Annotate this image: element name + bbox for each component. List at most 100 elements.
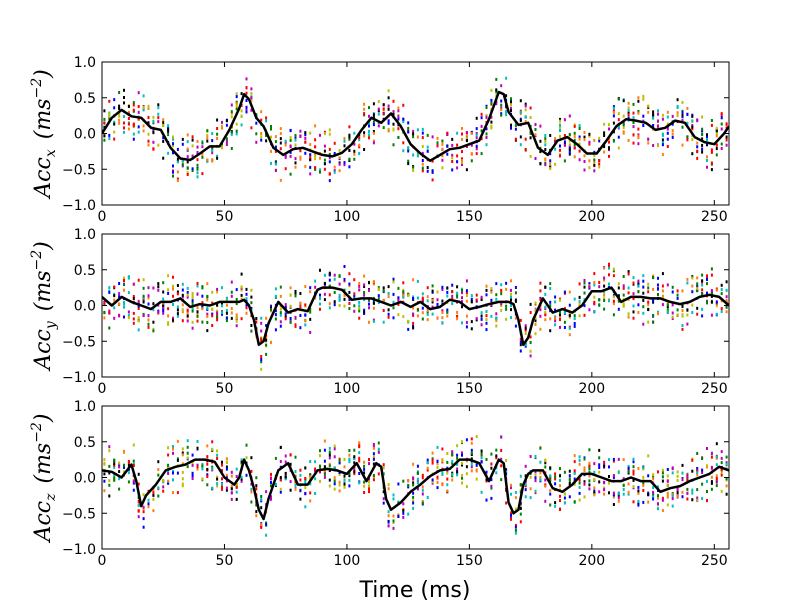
trial-point (245, 311, 248, 315)
trial-point (622, 458, 625, 462)
trial-point (348, 471, 351, 475)
trial-point (304, 151, 307, 155)
trial-point (323, 144, 326, 148)
trial-point (127, 127, 130, 131)
trial-point (456, 473, 459, 477)
trial-point (431, 284, 434, 288)
trial-point (323, 292, 326, 296)
trial-point (549, 159, 552, 163)
trial-point (152, 115, 155, 119)
trial-point (470, 469, 473, 473)
trial-point (191, 293, 194, 297)
trial-point (612, 503, 615, 506)
trial-point (657, 312, 659, 315)
trial-point (426, 458, 429, 462)
trial-point (137, 307, 140, 310)
trial-point (230, 474, 233, 478)
trial-point (299, 149, 302, 153)
trial-point (451, 302, 454, 306)
trial-point (216, 482, 219, 486)
trial-point (260, 316, 263, 320)
trial-point (421, 306, 424, 310)
trial-point (559, 119, 561, 123)
trial-point (270, 484, 272, 488)
trial-point (416, 151, 419, 155)
trial-point (284, 167, 287, 171)
trial-point (338, 274, 341, 278)
trial-point (201, 477, 204, 481)
trial-point (377, 109, 380, 113)
trial-point (475, 136, 478, 140)
trial-point (137, 110, 140, 114)
trial-point (593, 470, 596, 474)
trial-point (201, 467, 204, 471)
trial-point (397, 115, 400, 119)
trial-point (720, 147, 723, 150)
trial-point (510, 100, 512, 104)
trial-point (519, 483, 522, 487)
trial-point (436, 298, 439, 302)
trial-point (657, 507, 659, 511)
trial-point (475, 132, 478, 135)
trial-point (157, 460, 160, 464)
trial-point (436, 481, 439, 484)
trial-point (701, 307, 704, 311)
trial-point (603, 307, 606, 311)
trial-point (186, 291, 189, 294)
trial-point (113, 294, 116, 298)
trial-point (490, 484, 493, 488)
trial-point (559, 316, 561, 320)
trial-point (412, 306, 415, 310)
trial-point (279, 313, 282, 317)
trial-point (103, 462, 106, 466)
trial-point (598, 480, 601, 484)
trial-point (407, 479, 410, 482)
trial-point (426, 299, 429, 303)
trial-point (103, 109, 106, 113)
trial-point (250, 306, 253, 310)
trial-point (392, 306, 395, 310)
trial-point (612, 459, 615, 463)
trial-point (524, 137, 527, 141)
trial-point (622, 304, 625, 308)
trial-point (348, 272, 351, 276)
trial-point (465, 279, 468, 283)
trial-point (661, 289, 664, 293)
trial-point (186, 173, 189, 176)
trial-point (407, 162, 410, 166)
trial-point (372, 139, 375, 143)
trial-point (539, 281, 542, 285)
trial-point (240, 317, 243, 321)
y-label-subscript: z (43, 493, 59, 502)
trial-point (456, 310, 459, 314)
trial-point (348, 125, 351, 129)
trial-point (603, 278, 606, 282)
trial-point (647, 308, 650, 312)
trial-point (216, 136, 219, 140)
trial-point (407, 146, 410, 150)
trial-point (632, 310, 635, 314)
trial-point (387, 104, 390, 108)
trial-point (696, 473, 699, 477)
trial-point (451, 168, 454, 172)
trial-point (314, 467, 317, 471)
trial-point (529, 487, 532, 491)
trial-point (377, 124, 380, 128)
trial-point (368, 484, 370, 488)
trial-point (490, 101, 493, 105)
trial-point (328, 179, 331, 183)
trial-point (407, 293, 410, 297)
trial-point (265, 343, 268, 347)
trial-point (510, 517, 512, 521)
trial-point (382, 466, 385, 470)
trial-point (270, 497, 272, 501)
trial-point (441, 158, 444, 162)
trial-point (529, 131, 532, 135)
trial-point (147, 502, 150, 506)
trial-point (514, 496, 517, 500)
trial-point (245, 306, 248, 310)
y-axis-label: Accy(ms−2) (29, 241, 59, 371)
trial-point (323, 459, 326, 463)
trial-point (637, 136, 640, 140)
trial-point (568, 152, 571, 156)
